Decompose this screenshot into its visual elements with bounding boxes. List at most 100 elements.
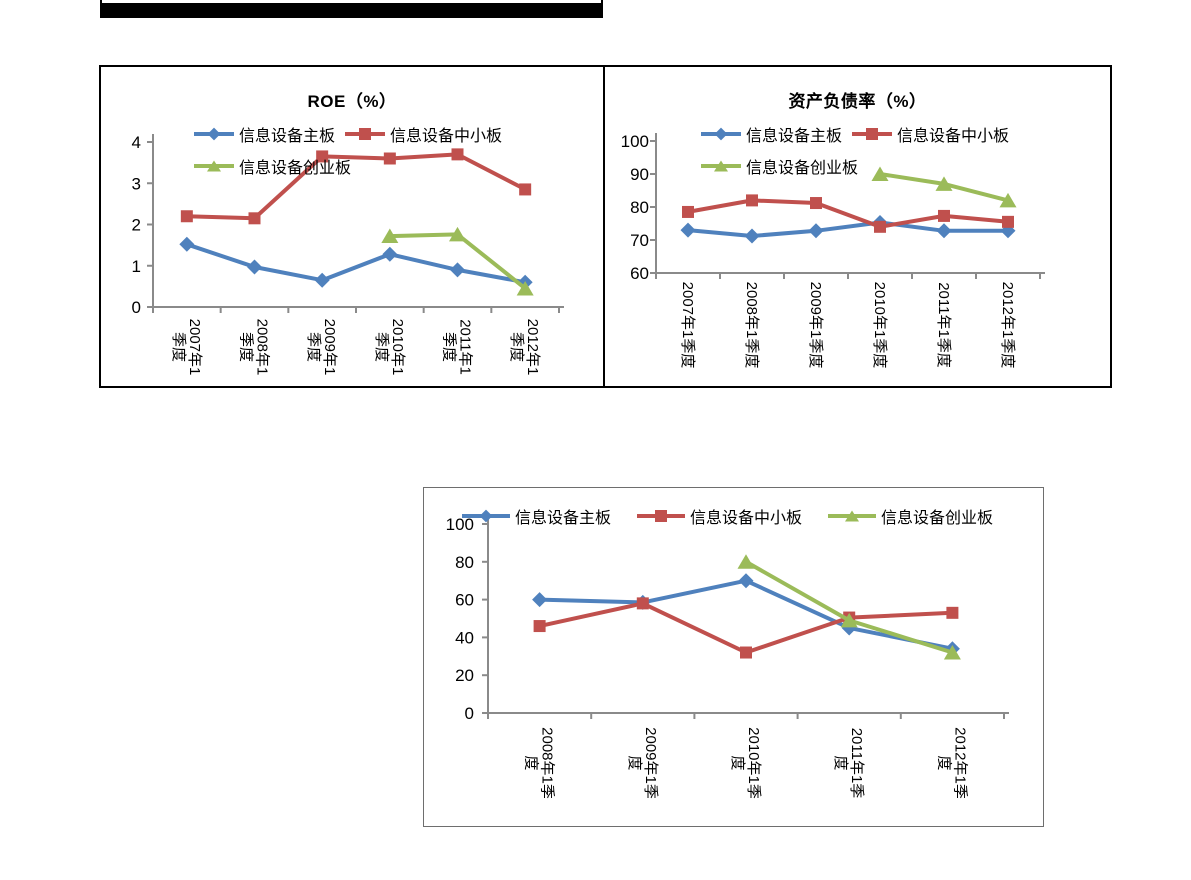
legend-line — [828, 510, 877, 522]
legend-line — [852, 128, 893, 140]
svg-text:70: 70 — [630, 231, 649, 250]
svg-text:度: 度 — [626, 755, 643, 770]
legend-label: 信息设备主板 — [515, 510, 612, 527]
legend-row: 信息设备主板 信息设备中小板 — [194, 123, 502, 145]
legend-entry-main-board: 信息设备主板 — [194, 122, 335, 146]
svg-text:2010年1季度: 2010年1季度 — [871, 282, 888, 369]
svg-text:2011年1季度: 2011年1季度 — [935, 282, 952, 368]
svg-text:2011年1季: 2011年1季 — [848, 728, 865, 799]
valuation-chart-legend: 信息设备主板 信息设备中小板 信息设备创业板 — [462, 505, 993, 527]
legend-label: 信息设备创业板 — [881, 510, 994, 527]
legend-line — [462, 509, 510, 523]
svg-text:季度: 季度 — [441, 332, 458, 362]
svg-text:100: 100 — [621, 132, 649, 151]
legend-entry-main-board: 信息设备主板 — [462, 504, 611, 528]
legend-row: 信息设备主板 信息设备中小板 — [701, 123, 1009, 145]
bottom-figure: 信息设备主板 信息设备中小板 信息设备创业板 0 20 40 60 80 100 2008年… — [423, 487, 1044, 827]
legend-entry-sme-board: 信息设备中小板 — [637, 504, 802, 528]
legend-entry-sme-board: 信息设备中小板 — [852, 122, 1009, 146]
legend-entry-gem-board: 信息设备创业板 — [828, 504, 993, 528]
svg-text:20: 20 — [455, 666, 474, 685]
svg-text:2: 2 — [132, 216, 141, 235]
svg-text:2011年1: 2011年1 — [457, 319, 474, 375]
debt-ratio-plot-area: 60 70 80 90 100 2007年1季度 2008年1季度 2009年1季度 2010年… — [621, 132, 1045, 369]
legend-entry-sme-board: 信息设备中小板 — [345, 122, 502, 146]
legend-label: 信息设备主板 — [746, 128, 843, 145]
top-bar-white-sliver — [102, 0, 601, 3]
svg-text:2012年1: 2012年1 — [524, 319, 541, 376]
svg-text:2012年1季: 2012年1季 — [951, 727, 968, 799]
svg-text:2008年1季: 2008年1季 — [539, 727, 556, 799]
svg-text:2009年1季度: 2009年1季度 — [807, 282, 824, 369]
legend-row: 信息设备主板 信息设备中小板 信息设备创业板 — [462, 505, 993, 527]
legend-line — [194, 160, 234, 172]
svg-text:2009年1季: 2009年1季 — [642, 727, 659, 799]
roe-chart-legend: 信息设备主板 信息设备中小板 信息设备创业板 — [194, 123, 502, 177]
legend-line — [701, 160, 741, 172]
square-marker-icon — [866, 128, 879, 140]
legend-label: 信息设备主板 — [239, 128, 336, 145]
triangle-marker-icon — [207, 160, 221, 172]
triangle-marker-icon — [714, 160, 728, 172]
diamond-marker-icon — [207, 127, 221, 141]
legend-line — [345, 128, 386, 140]
svg-text:度: 度 — [523, 755, 540, 770]
svg-text:4: 4 — [132, 133, 141, 152]
roe-chart: ROE（%） 信息设备主板 信息设备中小板 信息设备创业板 — [101, 67, 603, 386]
legend-row: 信息设备创业板 — [701, 155, 1009, 177]
legend-label: 信息设备中小板 — [690, 510, 803, 527]
svg-text:度: 度 — [935, 755, 952, 770]
svg-text:度: 度 — [832, 755, 849, 770]
svg-text:90: 90 — [630, 165, 649, 184]
svg-text:季度: 季度 — [170, 332, 187, 362]
svg-text:季度: 季度 — [373, 332, 390, 362]
svg-text:2008年1季度: 2008年1季度 — [743, 282, 760, 369]
roe-chart-title: ROE（%） — [307, 92, 397, 111]
svg-text:40: 40 — [455, 628, 474, 647]
legend-label: 信息设备创业板 — [239, 160, 352, 177]
svg-text:2009年1: 2009年1 — [321, 319, 338, 376]
triangle-marker-icon — [845, 510, 860, 522]
legend-entry-gem-board: 信息设备创业板 — [701, 154, 858, 178]
debt-ratio-chart-legend: 信息设备主板 信息设备中小板 信息设备创业板 — [701, 123, 1009, 177]
svg-text:2007年1季度: 2007年1季度 — [679, 282, 696, 369]
svg-text:2012年1季度: 2012年1季度 — [999, 282, 1016, 369]
svg-text:度: 度 — [729, 755, 746, 770]
legend-row: 信息设备创业板 — [194, 155, 502, 177]
svg-text:0: 0 — [465, 704, 474, 723]
svg-text:1: 1 — [132, 257, 141, 276]
svg-text:0: 0 — [132, 298, 141, 317]
legend-line — [637, 510, 686, 522]
top-black-bar — [100, 0, 603, 18]
svg-text:100: 100 — [446, 515, 474, 534]
valuation-chart: 信息设备主板 信息设备中小板 信息设备创业板 0 20 40 60 80 100 2008年… — [424, 488, 1043, 826]
svg-text:季度: 季度 — [508, 332, 525, 362]
legend-line — [701, 127, 741, 141]
svg-text:季度: 季度 — [305, 332, 322, 362]
legend-label: 信息设备创业板 — [746, 160, 859, 177]
svg-text:80: 80 — [630, 198, 649, 217]
figure-divider — [603, 67, 605, 386]
svg-text:2008年1: 2008年1 — [254, 319, 271, 376]
svg-text:2007年1: 2007年1 — [186, 319, 203, 376]
debt-ratio-chart: 资产负债率（%） 信息设备主板 信息设备中小板 信息设备创业板 — [605, 67, 1110, 386]
diamond-marker-icon — [479, 509, 493, 523]
svg-text:3: 3 — [132, 174, 141, 193]
debt-ratio-chart-title: 资产负债率（%） — [788, 92, 927, 111]
diamond-marker-icon — [714, 127, 728, 141]
square-marker-icon — [655, 510, 668, 522]
svg-text:60: 60 — [455, 591, 474, 610]
square-marker-icon — [359, 128, 372, 140]
legend-line — [194, 127, 234, 141]
svg-text:60: 60 — [630, 264, 649, 283]
svg-text:2010年1季: 2010年1季 — [745, 727, 762, 799]
svg-text:季度: 季度 — [238, 332, 255, 362]
svg-text:2010年1: 2010年1 — [389, 319, 406, 376]
legend-entry-main-board: 信息设备主板 — [701, 122, 842, 146]
legend-label: 信息设备中小板 — [897, 128, 1010, 145]
top-figure: ROE（%） 信息设备主板 信息设备中小板 信息设备创业板 — [99, 65, 1112, 388]
svg-text:80: 80 — [455, 553, 474, 572]
